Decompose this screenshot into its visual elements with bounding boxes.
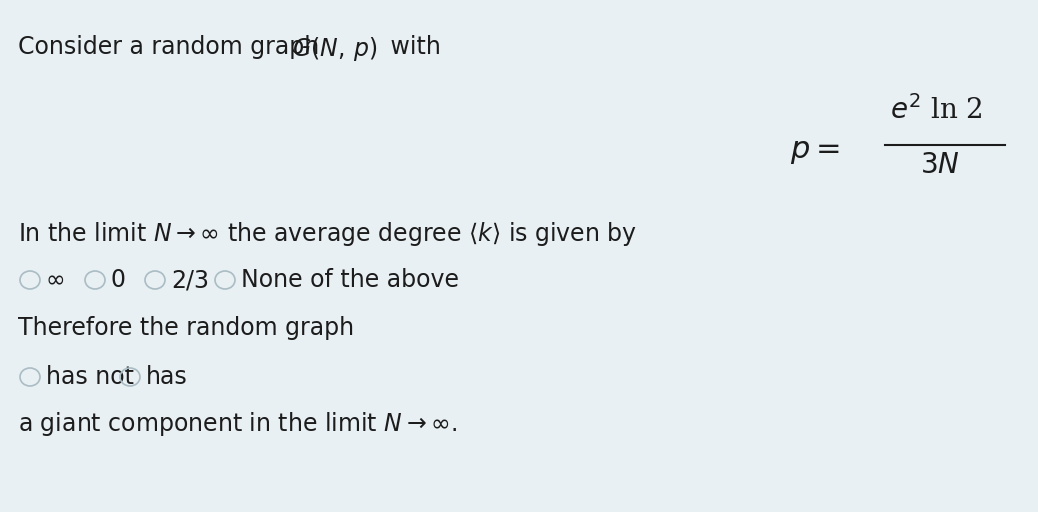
Text: Consider a random graph: Consider a random graph (18, 35, 327, 59)
Text: $p =$: $p =$ (790, 135, 840, 166)
Text: In the limit $N \rightarrow \infty$ the average degree $\langle k \rangle$ is gi: In the limit $N \rightarrow \infty$ the … (18, 220, 637, 248)
Text: Therefore the random graph: Therefore the random graph (18, 316, 354, 340)
Text: has not: has not (46, 365, 134, 389)
Text: 0: 0 (111, 268, 126, 292)
Text: $e^{2}$ ln 2: $e^{2}$ ln 2 (890, 95, 983, 125)
Text: $3N$: $3N$ (920, 152, 960, 179)
Text: has: has (146, 365, 188, 389)
Text: $G(N,\, p)$: $G(N,\, p)$ (292, 35, 377, 63)
Text: None of the above: None of the above (241, 268, 459, 292)
Text: 2/3: 2/3 (171, 268, 209, 292)
Text: a giant component in the limit $N \rightarrow \infty$.: a giant component in the limit $N \right… (18, 410, 457, 438)
Text: ∞: ∞ (46, 268, 65, 292)
Text: with: with (383, 35, 441, 59)
